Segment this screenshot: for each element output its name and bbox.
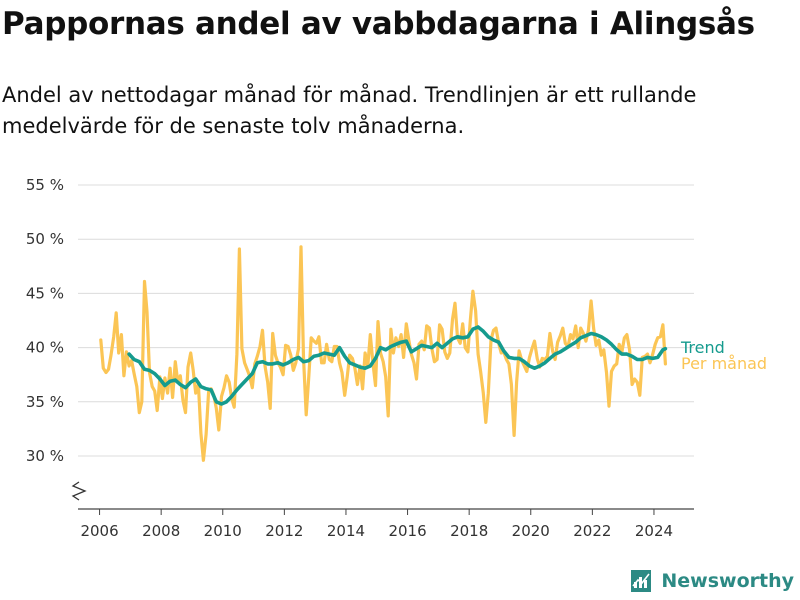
legend-label-per-manad: Per månad xyxy=(681,354,767,373)
y-tick-label: 55 % xyxy=(26,176,64,194)
y-tick-label: 50 % xyxy=(26,230,64,248)
x-axis-tick-labels: 2006 2008 2010 2012 2014 2016 2018 2020 2022 2024 xyxy=(80,522,673,540)
x-tick-label: 2020 xyxy=(512,522,550,540)
series-line-trend xyxy=(127,325,668,406)
x-tick-label: 2012 xyxy=(265,522,303,540)
chart-subtitle: Andel av nettodagar månad för månad. Tre… xyxy=(2,83,697,138)
x-tick-label: 2022 xyxy=(573,522,611,540)
x-tick-label: 2016 xyxy=(388,522,426,540)
x-tick-label: 2006 xyxy=(80,522,118,540)
chart-title: Pappornas andel av vabbdagarna i Alingså… xyxy=(2,6,755,42)
newsworthy-logo-icon xyxy=(631,570,652,592)
x-axis xyxy=(71,481,694,515)
y-tick-label: 35 % xyxy=(26,393,64,411)
y-tick-label: 40 % xyxy=(26,339,64,357)
y-axis-tick-labels: 30 % 35 % 40 % 45 % 50 % 55 % xyxy=(26,176,64,465)
series xyxy=(99,245,668,462)
gridlines xyxy=(78,184,694,457)
x-tick-label: 2014 xyxy=(327,522,365,540)
axis-break-icon xyxy=(71,481,87,501)
x-tick-label: 2024 xyxy=(635,522,673,540)
y-tick-label: 45 % xyxy=(26,284,64,302)
legend-label-trend: Trend xyxy=(680,338,725,357)
x-tick-label: 2018 xyxy=(450,522,488,540)
x-tick-label: 2008 xyxy=(142,522,180,540)
newsworthy-brand: Newsworthy xyxy=(628,568,794,594)
y-tick-label: 30 % xyxy=(26,447,64,465)
x-tick-label: 2010 xyxy=(204,522,242,540)
newsworthy-brand-name: Newsworthy xyxy=(661,570,794,592)
series-line-per-manad xyxy=(99,245,667,462)
